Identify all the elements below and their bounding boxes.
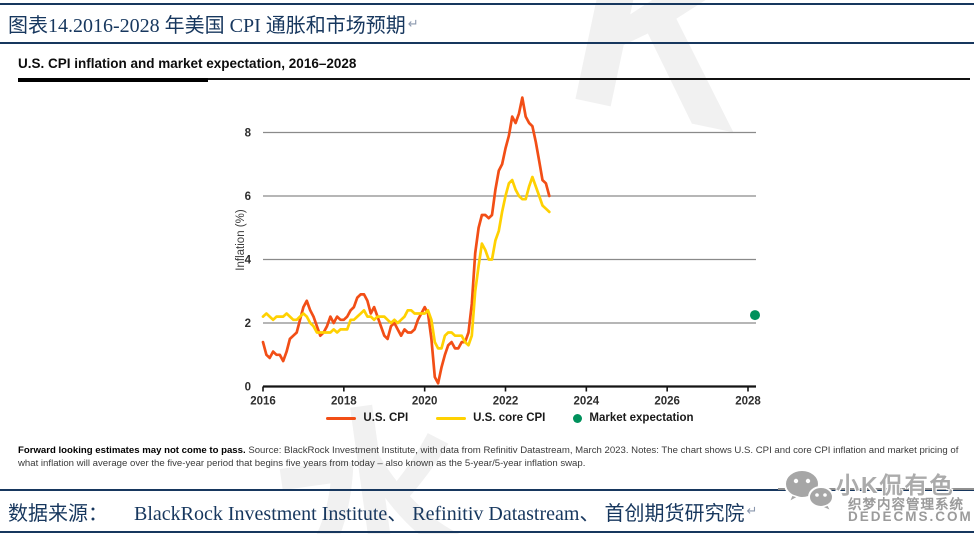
- y-tick-label-0: 0: [245, 382, 251, 394]
- x-tick-label-2026: 2026: [654, 396, 680, 408]
- site-watermark: 小K侃有色 织梦内容管理系统 DEDECMS.COM: [778, 462, 974, 534]
- paragraph-return-icon: ↵: [407, 15, 419, 31]
- footer-bar: 数据来源： BlackRock Investment Institute、 Re…: [0, 489, 974, 533]
- watermark-system-text: 织梦内容管理系统: [848, 497, 964, 512]
- legend-label: Market expectation: [589, 412, 694, 424]
- chart-footnote: Forward looking estimates may not come t…: [18, 444, 966, 471]
- market-expectation-point: [750, 310, 760, 321]
- us-core-cpi-line-swatch-icon: [436, 416, 467, 420]
- u-s-cpi-line: [261, 96, 551, 385]
- us-cpi-line-swatch-icon: [326, 416, 357, 420]
- legend-item-0: U.S. CPI: [326, 412, 408, 424]
- y-axis-label: Inflation (%): [235, 209, 247, 271]
- y-tick-label-8: 8: [245, 128, 252, 140]
- legend-item-2: Market expectation: [573, 412, 694, 424]
- y-tick-label-2: 2: [245, 318, 251, 330]
- title-rule-thin: [208, 78, 970, 80]
- legend-label: U.S. CPI: [363, 412, 409, 424]
- header-bar: 图表14.2016-2028 年美国 CPI 通胀和市场预期 ↵: [0, 3, 974, 44]
- x-tick-label-2024: 2024: [574, 396, 600, 408]
- x-tick-label-2016: 2016: [250, 396, 276, 408]
- market-expectation-dot-icon: [573, 413, 583, 423]
- legend-item-1: U.S. core CPI: [436, 412, 545, 424]
- footnote-source-notes: Source: BlackRock Investment Institute, …: [18, 445, 959, 470]
- x-tick-label-2022: 2022: [493, 396, 519, 408]
- chart-title: U.S. CPI inflation and market expectatio…: [18, 56, 357, 71]
- legend-label: U.S. core CPI: [473, 412, 546, 424]
- chart-legend: U.S. CPI U.S. core CPI Market expectatio…: [263, 412, 757, 424]
- u-s-core-cpi-line: [261, 175, 551, 350]
- title-rule-thick: [18, 78, 208, 82]
- wechat-icon: [784, 469, 834, 513]
- page-title: 图表14.2016-2028 年美国 CPI 通胀和市场预期: [8, 15, 406, 37]
- footnote-disclaimer: Forward looking estimates may not come t…: [18, 445, 246, 456]
- paragraph-return-icon: ↵: [746, 503, 758, 518]
- data-source-list: BlackRock Investment Institute、 Refiniti…: [134, 502, 745, 525]
- watermark-line: [778, 488, 974, 490]
- x-tick-label-2028: 2028: [735, 396, 761, 408]
- watermark-domain-text: DEDECMS.COM: [848, 509, 973, 524]
- data-source-label: 数据来源：: [8, 502, 108, 525]
- watermark-brand-text: 小K侃有色: [836, 472, 955, 498]
